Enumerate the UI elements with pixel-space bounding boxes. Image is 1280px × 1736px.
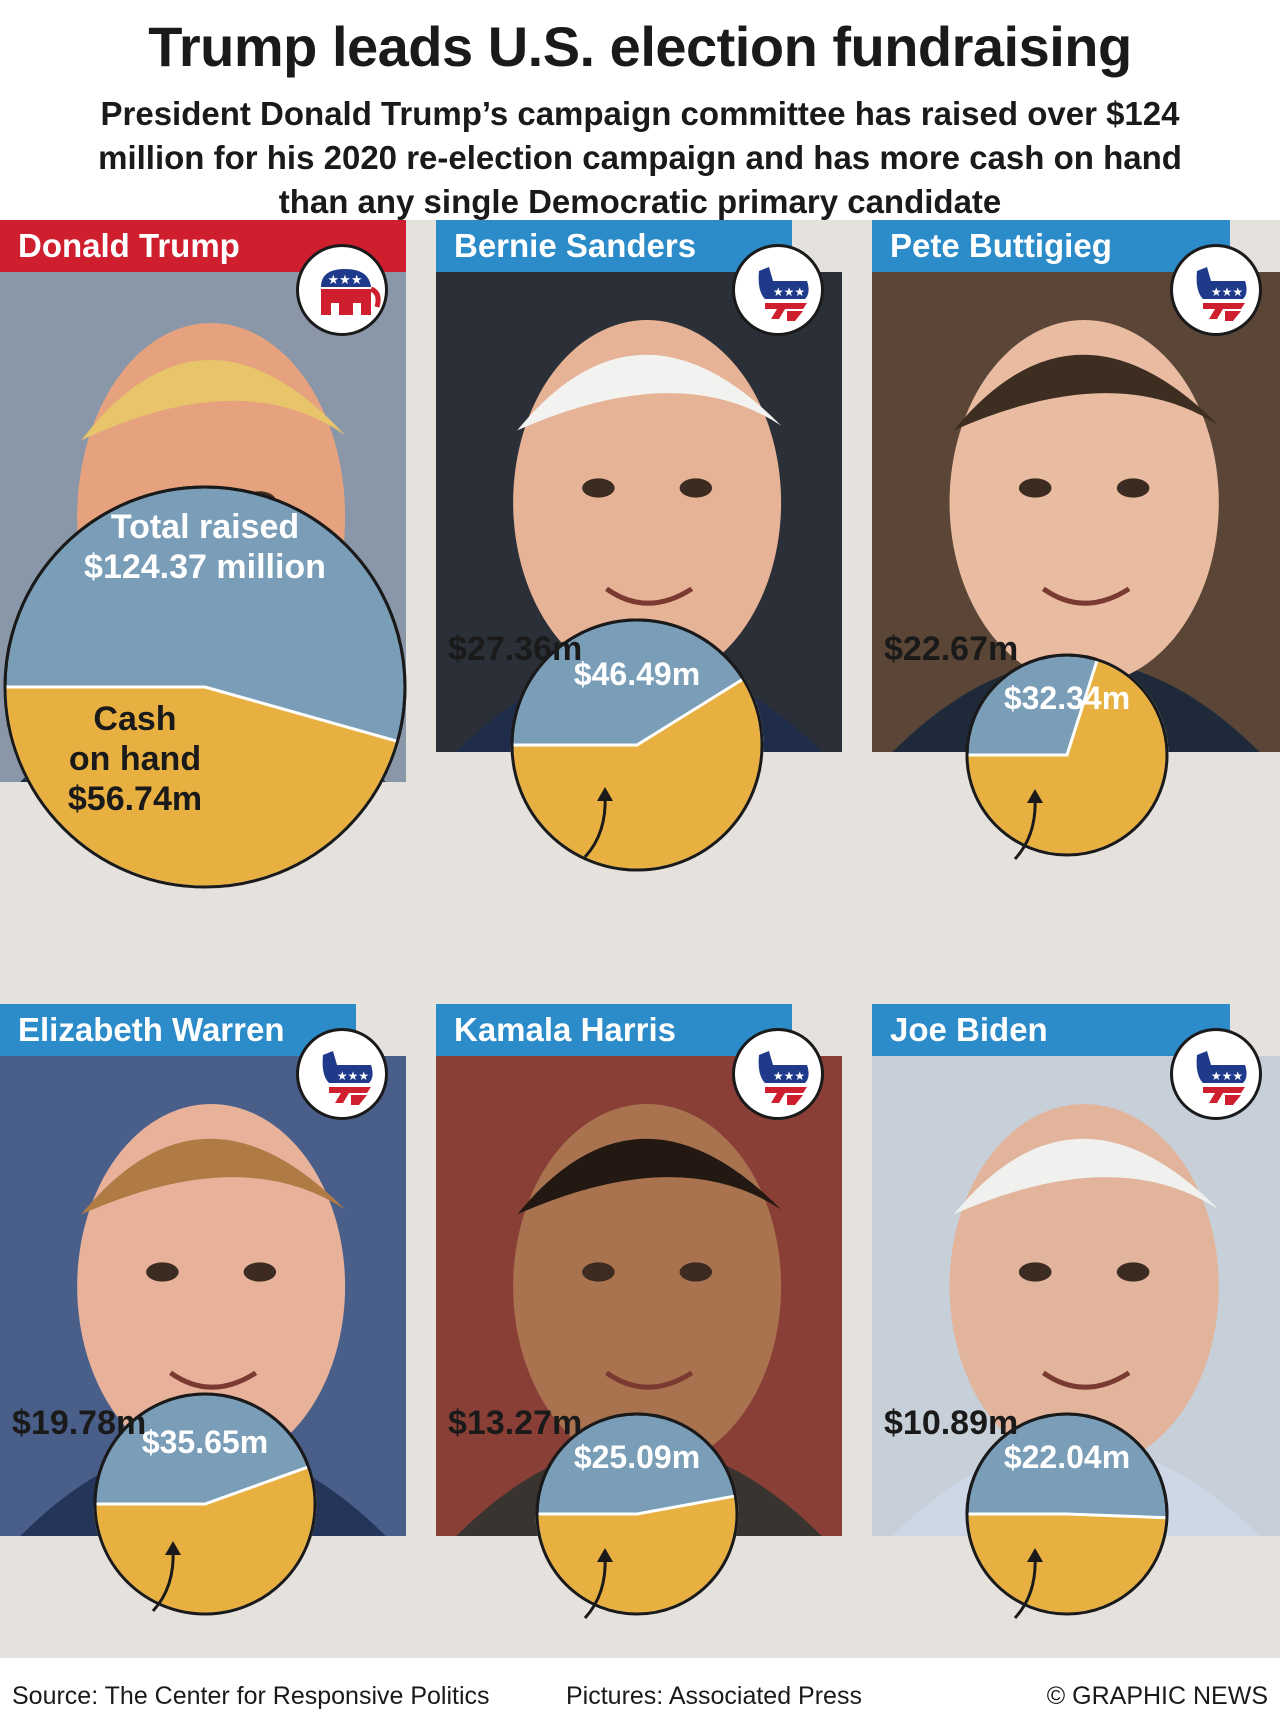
pie-outline: [3, 485, 407, 889]
total-raised-value: $25.09m: [573, 1439, 701, 1475]
pointer-arrow-icon: [1007, 785, 1067, 870]
footer: Source: The Center for Responsive Politi…: [0, 1664, 1280, 1736]
candidate-name-banner: Kamala Harris: [436, 1004, 792, 1056]
donkey-icon: ★★★: [732, 244, 824, 336]
pie-outline: [965, 1412, 1169, 1616]
svg-text:★★★: ★★★: [773, 285, 805, 299]
pie-outline: [510, 618, 764, 872]
candidate-card: Pete Buttigieg ★★★ $32.34m $22.67m: [872, 220, 1280, 861]
copyright-credit: © GRAPHIC NEWS: [1046, 1682, 1268, 1710]
cash-on-hand-value: $22.67m: [884, 630, 1019, 668]
candidate-card: Joe Biden ★★★ $22.04m $10.89m: [872, 1004, 1280, 1620]
cash-on-hand-value: $10.89m: [884, 1404, 1019, 1442]
pie-outline: [965, 653, 1169, 857]
cash-on-hand-text: $56.74m: [67, 780, 203, 818]
svg-text:★★★: ★★★: [1211, 1069, 1243, 1083]
cash-on-hand-text: on hand: [68, 740, 202, 778]
candidate-name-banner: Bernie Sanders: [436, 220, 792, 272]
source-credit: Source: The Center for Responsive Politi…: [12, 1682, 490, 1710]
total-raised-value: $35.65m: [141, 1423, 269, 1460]
pie-outline: [93, 1392, 317, 1616]
candidate-card: Kamala Harris ★★★ $25.09m $13.27m: [436, 1004, 842, 1620]
total-raised-value: $32.34m: [1003, 680, 1131, 716]
svg-text:★★★: ★★★: [337, 1069, 369, 1083]
pie-outline: [535, 1412, 739, 1616]
pointer-arrow-icon: [145, 1537, 205, 1622]
page-title: Trump leads U.S. election fundraising: [148, 15, 1132, 78]
candidate-card: Bernie Sanders ★★★ $46.49m $27.36m: [436, 220, 842, 872]
fundraising-pie: [436, 1004, 842, 1616]
cash-on-hand-text: Cash: [93, 700, 177, 738]
candidate-card: Donald Trump ★★★ Total raised $124.37 milli…: [0, 220, 407, 889]
pointer-arrow-icon: [1007, 1544, 1067, 1629]
candidate-name-banner: Elizabeth Warren: [0, 1004, 356, 1056]
fundraising-pie: [0, 220, 407, 889]
candidate-name-banner: Pete Buttigieg: [872, 220, 1230, 272]
pointer-arrow-icon: [577, 1544, 637, 1629]
total-raised-label: Total raised $124.37 million: [55, 507, 355, 587]
cash-on-hand-label: Cash on hand $56.74m: [40, 699, 230, 819]
fundraising-pie: [872, 220, 1280, 857]
total-raised-value: $46.49m: [573, 656, 701, 693]
svg-text:★★★: ★★★: [1211, 285, 1243, 299]
total-raised-value: $22.04m: [1003, 1439, 1131, 1475]
svg-text:★★★: ★★★: [328, 273, 363, 288]
donkey-icon: ★★★: [1170, 244, 1262, 336]
total-raised-caption: Total raised: [110, 508, 300, 546]
cash-on-hand-value: $13.27m: [448, 1404, 583, 1442]
candidate-card: Elizabeth Warren ★★★ $35.65m $19.78m: [0, 1004, 406, 1616]
fundraising-pie: [0, 1004, 406, 1616]
pictures-credit: Pictures: Associated Press: [566, 1682, 862, 1710]
fundraising-pie: [872, 1004, 1280, 1616]
cash-on-hand-value: $19.78m: [12, 1404, 147, 1442]
svg-text:★★★: ★★★: [773, 1069, 805, 1083]
candidate-name-banner: Joe Biden: [872, 1004, 1230, 1056]
donkey-icon: ★★★: [296, 1028, 388, 1120]
donkey-icon: ★★★: [1170, 1028, 1262, 1120]
elephant-icon: ★★★: [296, 244, 388, 336]
pointer-arrow-icon: [577, 783, 637, 868]
total-raised-value: $124.37 million: [84, 548, 326, 586]
fundraising-pie: [436, 220, 842, 872]
cash-on-hand-value: $27.36m: [448, 630, 583, 668]
donkey-icon: ★★★: [732, 1028, 824, 1120]
page-subtitle: President Donald Trump’s campaign commit…: [98, 95, 1182, 220]
